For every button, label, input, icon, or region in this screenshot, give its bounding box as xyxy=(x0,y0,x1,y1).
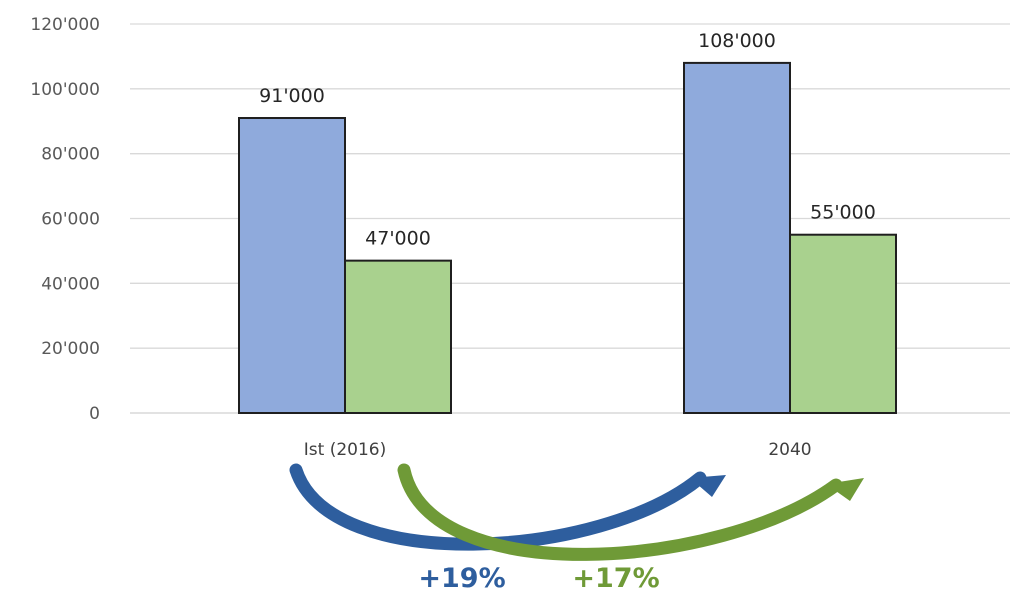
bars xyxy=(238,61,897,415)
bar-data-label: 91'000 xyxy=(259,85,325,107)
bar-data-label: 108'000 xyxy=(698,30,776,52)
bar-data-label: 55'000 xyxy=(810,202,876,224)
growth-arrows xyxy=(289,463,864,561)
y-tick-label: 60'000 xyxy=(41,210,100,230)
green-growth-label: +17% xyxy=(572,563,659,592)
green-arrowhead-icon xyxy=(826,478,864,501)
x-axis-categories: Ist (2016) 2040 xyxy=(304,440,812,460)
data-labels: 91'000 47'000 108'000 55'000 xyxy=(259,30,876,250)
blue-growth-label: +19% xyxy=(418,563,505,592)
x-category-label: 2040 xyxy=(768,440,811,460)
bar xyxy=(238,117,346,414)
y-tick-label: 40'000 xyxy=(41,274,100,294)
bar xyxy=(683,61,791,415)
x-category-label: Ist (2016) xyxy=(304,440,386,460)
green-growth-arrow xyxy=(397,463,843,561)
y-tick-label: 20'000 xyxy=(41,339,100,359)
y-tick-label: 80'000 xyxy=(41,145,100,165)
blue-growth-arrow xyxy=(289,463,707,551)
bar-data-label: 47'000 xyxy=(365,228,431,250)
bar xyxy=(789,233,897,414)
y-tick-label: 100'000 xyxy=(30,80,100,100)
blue-arrowhead-icon xyxy=(690,475,726,497)
y-tick-label: 120'000 xyxy=(30,15,100,35)
y-axis-ticks: 0 20'000 40'000 60'000 80'000 100'000 120'000 xyxy=(30,15,100,424)
y-tick-label: 0 xyxy=(89,404,100,424)
bar xyxy=(344,259,452,414)
